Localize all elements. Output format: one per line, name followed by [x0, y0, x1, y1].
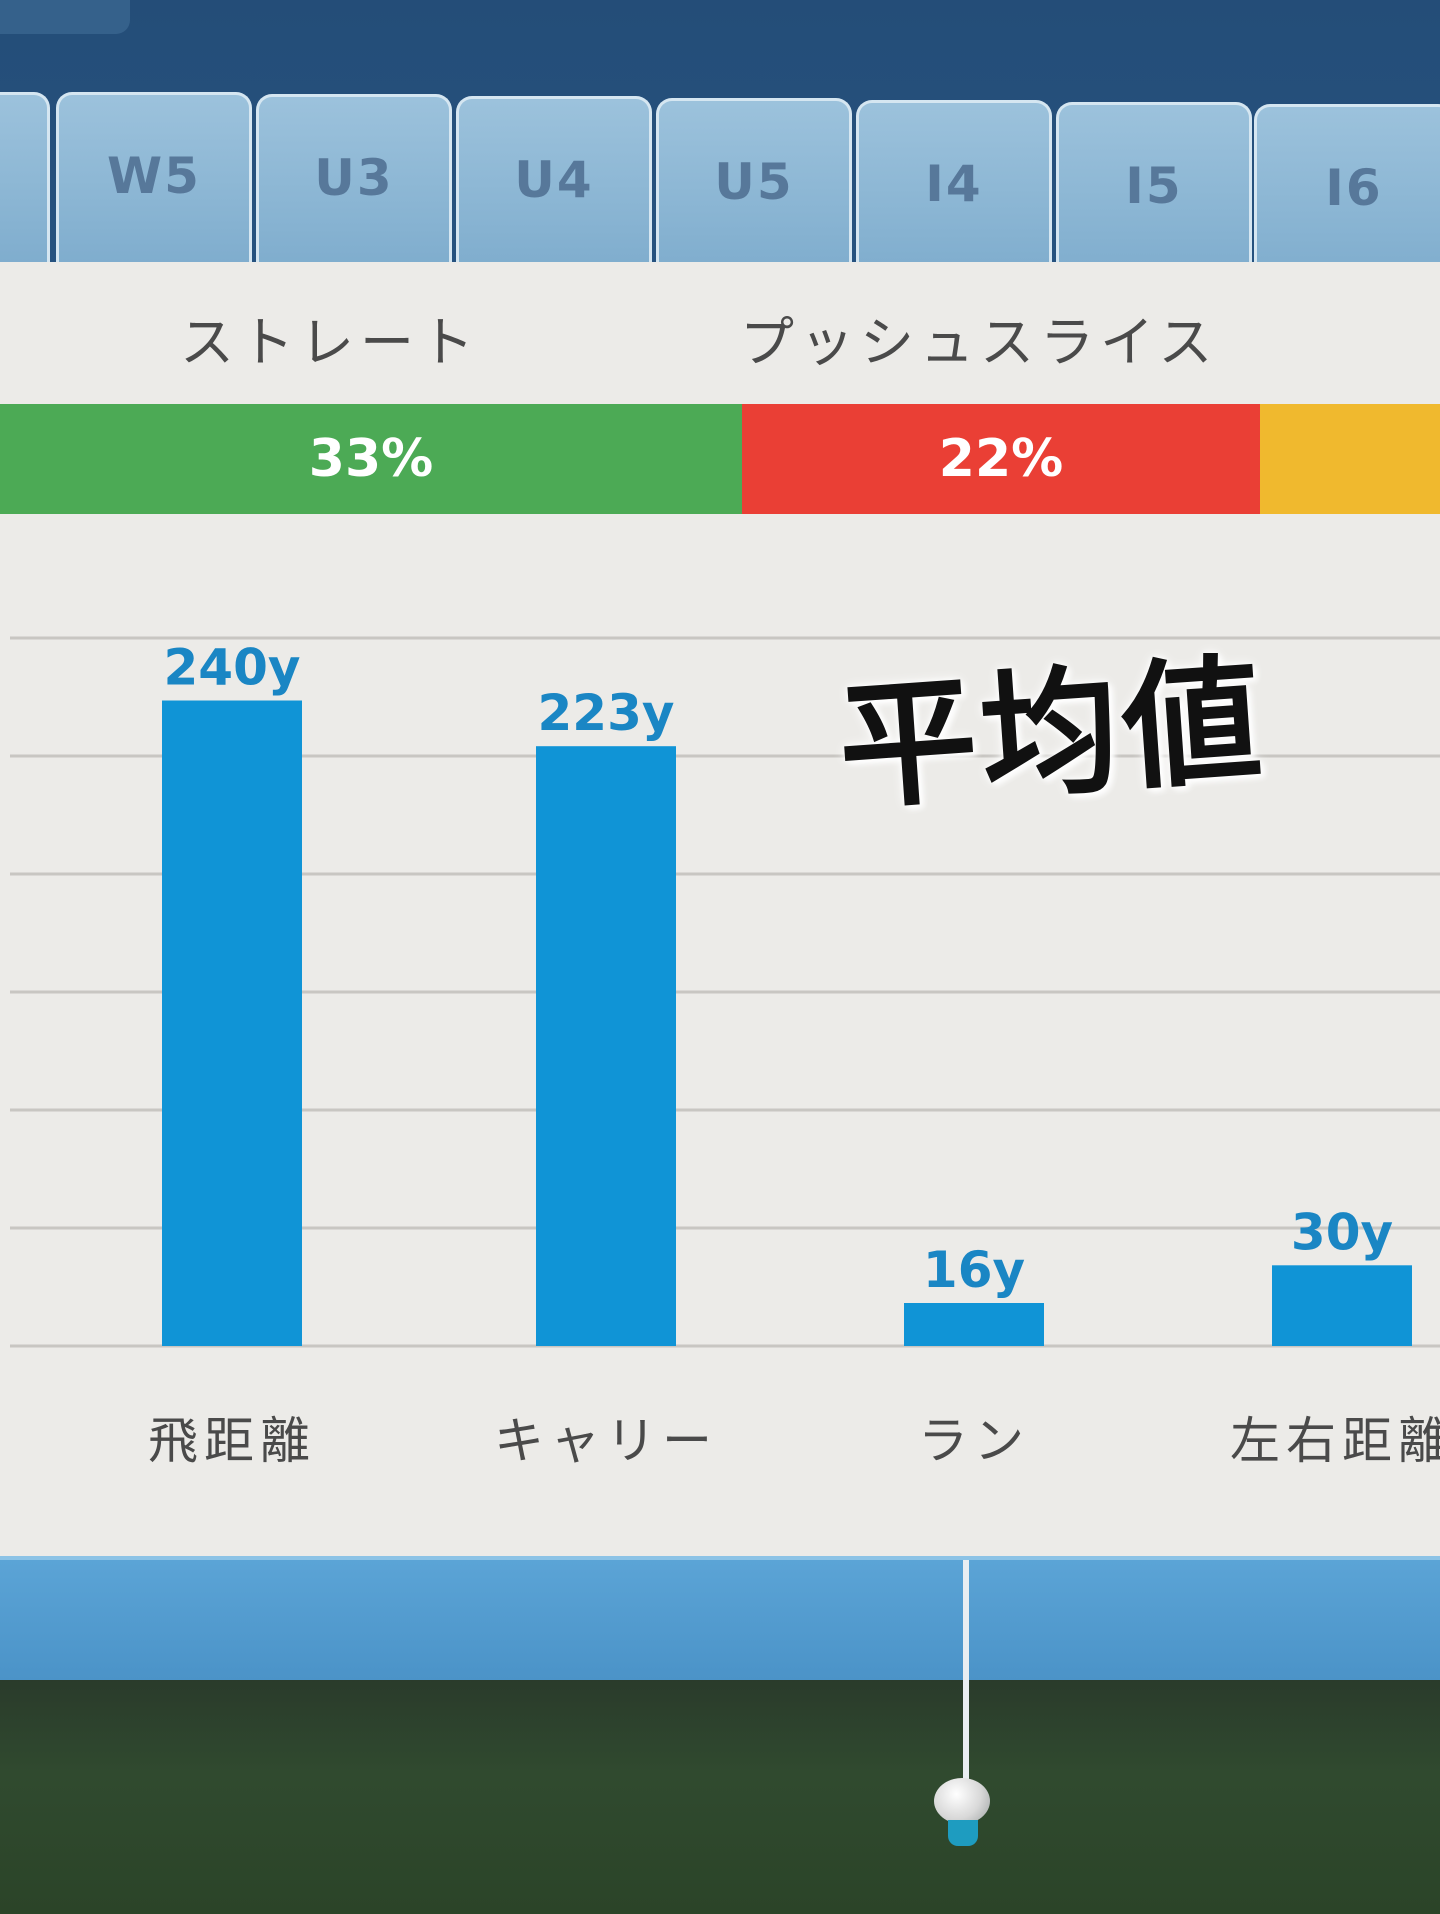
bar-3: [1272, 1265, 1412, 1346]
bar-value-label: 240y: [164, 639, 301, 697]
stats-panel: ストレート プッシュスライス 33% 22% 240y 飛距離 223y キャリー 16y ラ…: [0, 262, 1440, 1556]
bar-0: [162, 700, 302, 1346]
shot-distribution-segment: [1260, 404, 1440, 514]
category-label: ラン: [918, 1412, 1030, 1470]
grass-field: [0, 1680, 1440, 1914]
club-tab-label: U3: [314, 149, 394, 207]
club-tab-label: W5: [107, 147, 201, 205]
bar-1: [536, 746, 676, 1346]
club-tab-label: I6: [1325, 159, 1383, 217]
shot-percent-label: 33%: [308, 429, 434, 489]
shot-type-label: ストレート: [180, 311, 480, 374]
club-tab-bar: W5 U3 U4 U5 I4 I5 I6: [0, 0, 1440, 304]
shot-distribution-bar: 33% 22%: [0, 404, 1440, 514]
bottom-strip: [0, 1556, 1440, 1680]
club-tab-partial[interactable]: [0, 92, 50, 292]
club-tab-label: I4: [925, 155, 983, 213]
top-corner-chip: [0, 0, 130, 34]
average-bar-chart: 240y 飛距離 223y キャリー 16y ラン 30y 左右距離: [10, 636, 1440, 1470]
shot-percent-label: 22%: [938, 429, 1064, 489]
shot-type-label: プッシュスライス: [740, 311, 1219, 374]
bar-value-label: 30y: [1291, 1203, 1393, 1261]
golf-ball-icon: [934, 1778, 990, 1824]
club-tab-label: U4: [514, 151, 594, 209]
chart-title: 平均値: [833, 639, 1270, 830]
tee-icon: [948, 1820, 978, 1846]
category-label: 飛距離: [148, 1412, 316, 1470]
category-label: キャリー: [494, 1412, 718, 1470]
category-label: 左右距離: [1230, 1412, 1440, 1470]
aim-line-icon: [963, 1560, 969, 1800]
bar-value-label: 223y: [538, 684, 675, 742]
bar-2: [904, 1303, 1044, 1346]
club-tab-label: U5: [714, 153, 794, 211]
club-tab-label: I5: [1125, 157, 1183, 215]
shot-distribution-segment: 22%: [742, 404, 1260, 514]
club-tab-w5[interactable]: W5: [56, 92, 252, 292]
bar-value-label: 16y: [923, 1241, 1025, 1299]
club-tab-u3[interactable]: U3: [256, 94, 452, 294]
shot-distribution-segment: 33%: [0, 404, 742, 514]
